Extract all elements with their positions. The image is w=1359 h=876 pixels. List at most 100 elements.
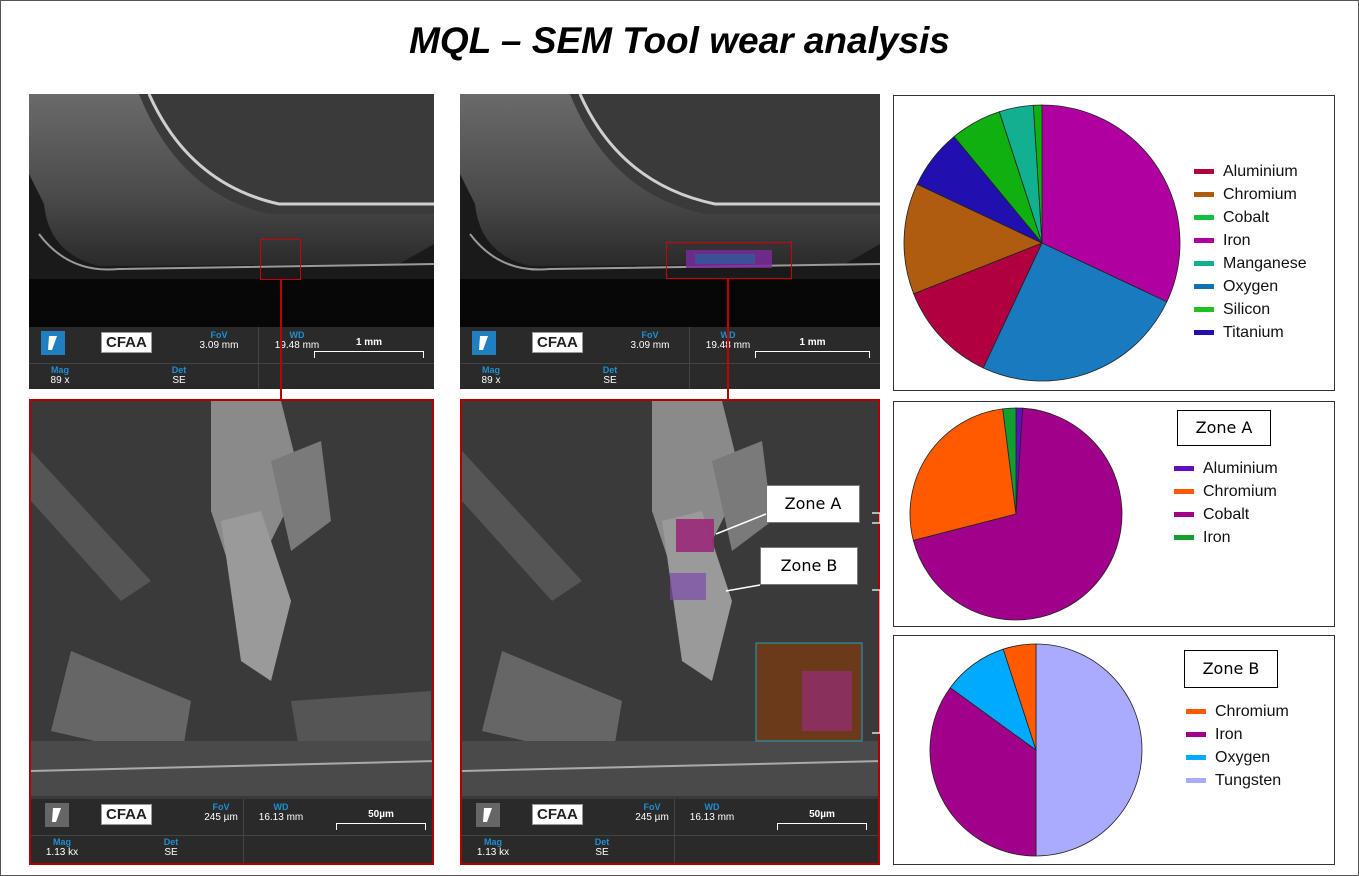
legend-item-aluminium: Aluminium [1174,457,1278,480]
legend-item-iron: Iron [1186,723,1289,746]
legend-label: Iron [1215,726,1243,743]
legend-item-cobalt: Cobalt [1194,206,1307,229]
pie-slice-aluminium [913,242,1043,369]
legend-item-iron: Iron [1174,526,1278,549]
legend-swatch [1174,466,1194,471]
pie-legend-zone-a: Aluminium Chromium Cobalt Iron [1174,457,1278,549]
mag-label: Mag [484,837,502,847]
sem-logo-icon [41,331,65,355]
pie-slice-oxygen [982,242,1168,382]
legend-label: Manganese [1223,255,1307,272]
cfaa-logo: CFAA [532,332,583,353]
zone-b-callout: Zone B [760,547,858,585]
mag-label: Mag [53,837,71,847]
fov-value: 245 µm [635,812,669,823]
legend-swatch [1174,512,1194,517]
pie-slice-iron [929,687,1037,857]
zone-a-callout: Zone A [766,485,860,523]
legend-item-tungsten: Tungsten [1186,769,1289,792]
pie-panel-zone-b: Zone B Chromium Iron Oxygen Tungsten [893,635,1335,865]
legend-item-chromium: Chromium [1174,480,1278,503]
legend-swatch [1194,215,1214,220]
legend-label: Iron [1223,232,1251,249]
fov-label: FoV [210,330,228,340]
legend-label: Tungsten [1215,772,1282,789]
legend-swatch [1186,778,1206,783]
pie-panel-overview: Aluminium Chromium Cobalt Iron Manganese Oxyg… [893,95,1335,391]
legend-label: Chromium [1215,703,1289,720]
legend-label: Oxygen [1215,749,1271,766]
legend-swatch [1194,169,1214,174]
legend-swatch [1194,261,1214,266]
wd-value: 16.13 mm [689,812,735,823]
cfaa-logo: CFAA [101,804,152,825]
pie-slice-iron [1041,104,1181,303]
legend-label: Chromium [1203,483,1277,500]
legend-label: Iron [1203,529,1231,546]
pie-slice-cobalt [1032,104,1043,244]
wd-value: 19.48 mm [274,340,320,351]
legend-swatch [1186,709,1206,714]
wd-label: WD [289,330,305,340]
legend-label: Aluminium [1223,163,1298,180]
pie-slice-chromium [1002,643,1037,751]
pie-slice-chromium [903,183,1044,295]
sem-logo-icon [45,803,69,827]
mag-value: 1.13 kx [476,847,510,858]
legend-item-cobalt: Cobalt [1174,503,1278,526]
wd-label: WD [704,802,720,812]
cfaa-logo: CFAA [532,804,583,825]
pie-slice-chromium [909,408,1017,541]
det-label: Det [171,365,187,375]
legend-item-manganese: Manganese [1194,252,1307,275]
legend-label: Cobalt [1223,209,1270,226]
legend-label: Aluminium [1203,460,1278,477]
sem-image-overview-left: CFAA FoV 3.09 mm WD 19.48 mm Mag 89 x Det SE… [29,94,434,389]
sem-info-bar: CFAA FoV 245 µm WD 16.13 mm Mag 1.13 kx Det… [31,799,432,863]
legend-item-titanium: Titanium [1194,321,1307,344]
legend-swatch [1174,535,1194,540]
scale-bar: 1 mm [314,337,424,358]
det-value: SE [164,847,178,858]
sem-logo-icon [472,331,496,355]
sem-image-detail-left: CFAA FoV 245 µm WD 16.13 mm Mag 1.13 kx Det… [29,399,434,865]
sem-image-detail-zones: CFAA FoV 245 µm WD 16.13 mm Mag 1.13 kx Det… [460,399,880,865]
mag-value: 1.13 kx [45,847,79,858]
sem-micrograph-detail-zones [462,401,878,863]
legend-swatch [1194,192,1214,197]
wd-value: 16.13 mm [258,812,304,823]
legend-item-aluminium: Aluminium [1194,160,1307,183]
pie-legend-overview: Aluminium Chromium Cobalt Iron Manganese Oxyg… [1194,160,1307,344]
pie-chart-overview [903,104,1181,382]
legend-label: Titanium [1223,324,1284,341]
slide-title: MQL – SEM Tool wear analysis [409,20,950,61]
wd-label: WD [273,802,289,812]
mag-label: Mag [482,365,500,375]
legend-label: Chromium [1223,186,1297,203]
scale-bar: 50µm [777,809,867,830]
pie-legend-zone-b: Chromium Iron Oxygen Tungsten [1186,700,1289,792]
pie-chart-zone-a [909,407,1123,621]
pie-chart-zone-b [929,643,1143,857]
sem-micrograph-overview-mapped [460,94,880,389]
fov-label: FoV [643,802,661,812]
det-value: SE [603,375,617,386]
legend-label: Silicon [1223,301,1271,318]
cfaa-logo: CFAA [101,332,152,353]
pie-slice-iron [1002,407,1017,515]
legend-swatch [1174,489,1194,494]
fov-value: 245 µm [204,812,238,823]
legend-item-silicon: Silicon [1194,298,1307,321]
pie-slice-tungsten [1035,643,1143,857]
zone-a-title: Zone A [1177,410,1271,446]
legend-item-oxygen: Oxygen [1194,275,1307,298]
scale-bar: 1 mm [755,337,870,358]
legend-item-iron: Iron [1194,229,1307,252]
det-label: Det [602,365,618,375]
sem-logo-icon [476,803,500,827]
fov-label: FoV [212,802,230,812]
